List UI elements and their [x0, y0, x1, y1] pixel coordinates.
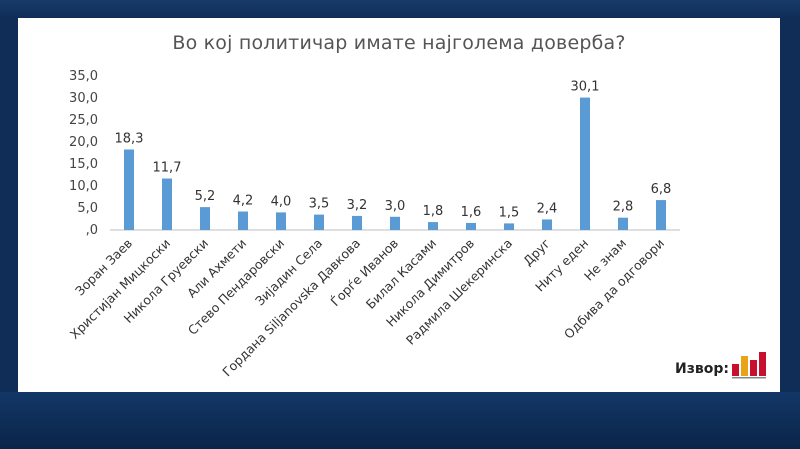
data-label: 30,1: [571, 80, 600, 95]
category-label: Ѓорѓе Иванов: [328, 236, 402, 310]
data-label: 3,5: [309, 197, 330, 212]
bar: [314, 214, 324, 230]
data-label: 3,2: [347, 198, 368, 213]
bar: [352, 215, 362, 230]
bar: [162, 178, 172, 230]
data-label: 18,3: [115, 131, 144, 146]
y-tick-label: ,0: [86, 223, 98, 238]
bar: [542, 219, 552, 230]
category-label: Зијадин Села: [252, 236, 325, 309]
bar: [238, 211, 248, 230]
y-tick-label: 15,0: [69, 157, 98, 172]
bar: [656, 200, 666, 230]
data-label: 1,5: [499, 205, 520, 220]
category-label: Гордана Siljanovska Давкова: [219, 236, 363, 380]
source-label: Извор:: [675, 361, 729, 377]
bar: [580, 97, 590, 230]
y-tick-label: 35,0: [69, 69, 98, 84]
data-label: 2,8: [613, 200, 634, 215]
y-tick-label: 5,0: [77, 201, 98, 216]
y-tick-label: 25,0: [69, 113, 98, 128]
bar: [390, 216, 400, 230]
top-band: [0, 0, 800, 18]
bar: [618, 217, 628, 230]
pollster-logo-icon: [732, 352, 766, 379]
bar: [504, 223, 514, 230]
data-label: 1,8: [423, 204, 444, 219]
bar: [466, 222, 476, 230]
data-label: 2,4: [537, 201, 558, 216]
category-label: Друг: [520, 236, 553, 269]
y-tick-label: 30,0: [69, 91, 98, 106]
data-label: 4,2: [233, 194, 254, 209]
bar: [276, 212, 286, 230]
data-label: 11,7: [153, 161, 182, 176]
data-label: 4,0: [271, 194, 292, 209]
bar: [124, 149, 134, 230]
bar: [200, 207, 210, 230]
data-label: 1,6: [461, 205, 482, 220]
y-tick-label: 10,0: [69, 179, 98, 194]
bar: [428, 222, 438, 230]
data-label: 5,2: [195, 189, 216, 204]
y-tick-label: 20,0: [69, 135, 98, 150]
chart-title: Во кој политичар имате најголема доверба…: [172, 32, 626, 54]
chart-panel: Во кој политичар имате најголема доверба…: [18, 18, 780, 392]
data-label: 6,8: [651, 182, 672, 197]
data-label: 3,0: [385, 199, 406, 214]
bottom-band: [0, 392, 800, 449]
